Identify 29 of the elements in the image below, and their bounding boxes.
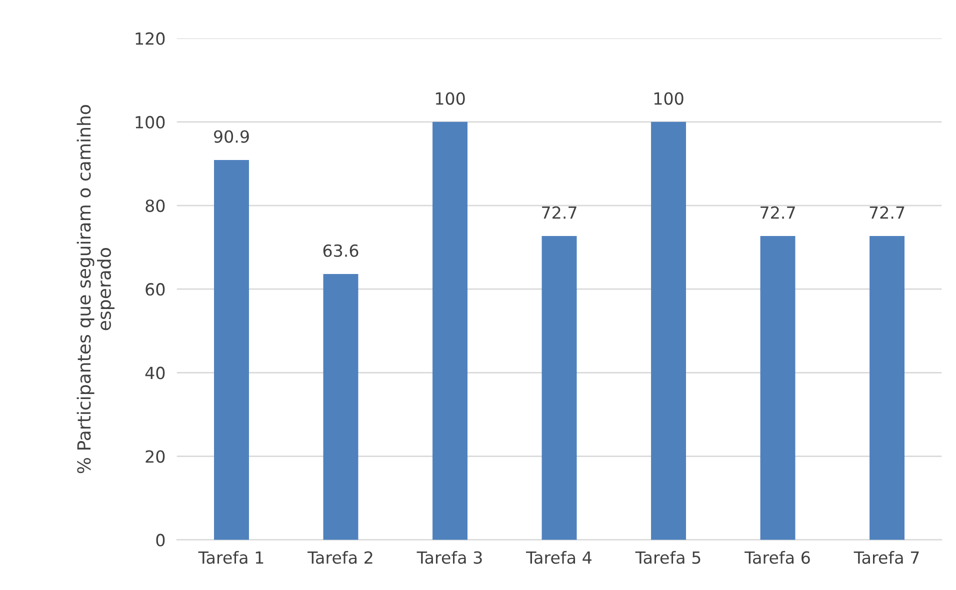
y-tick-label: 40 xyxy=(145,366,165,380)
y-tick-label: 60 xyxy=(146,283,165,296)
data-label: 72.7 xyxy=(542,206,576,219)
bar xyxy=(542,236,577,540)
y-tick-label: 0 xyxy=(156,534,165,546)
bar xyxy=(323,274,358,540)
data-label: 72.7 xyxy=(760,206,795,219)
x-tick-label: Tarefa 6 xyxy=(744,550,810,564)
y-tick-label: 100 xyxy=(136,116,165,128)
bar xyxy=(214,160,249,540)
bar xyxy=(651,122,686,540)
data-label: 100 xyxy=(436,92,465,105)
y-tick-label: 80 xyxy=(146,199,165,212)
y-tick-label: 20 xyxy=(146,450,165,463)
x-tick-label: Tarefa 2 xyxy=(308,550,372,564)
bar xyxy=(760,236,796,540)
x-tick-label: Tarefa 5 xyxy=(635,550,700,564)
data-label: 72.7 xyxy=(870,206,904,219)
x-tick-label: Tarefa 3 xyxy=(416,550,482,564)
data-label: 63.6 xyxy=(323,244,358,257)
x-tick-label: Tarefa 4 xyxy=(526,550,592,564)
bar xyxy=(432,122,468,540)
x-tick-label: Tarefa 1 xyxy=(198,550,264,564)
x-tick-label: Tarefa 7 xyxy=(854,550,919,564)
y-axis-title: % Participantes que seguiram o caminho esperado xyxy=(76,105,114,474)
data-label: 100 xyxy=(654,92,684,105)
y-tick-label: 120 xyxy=(136,32,165,45)
data-label: 90.9 xyxy=(214,130,249,143)
bar xyxy=(870,236,905,540)
